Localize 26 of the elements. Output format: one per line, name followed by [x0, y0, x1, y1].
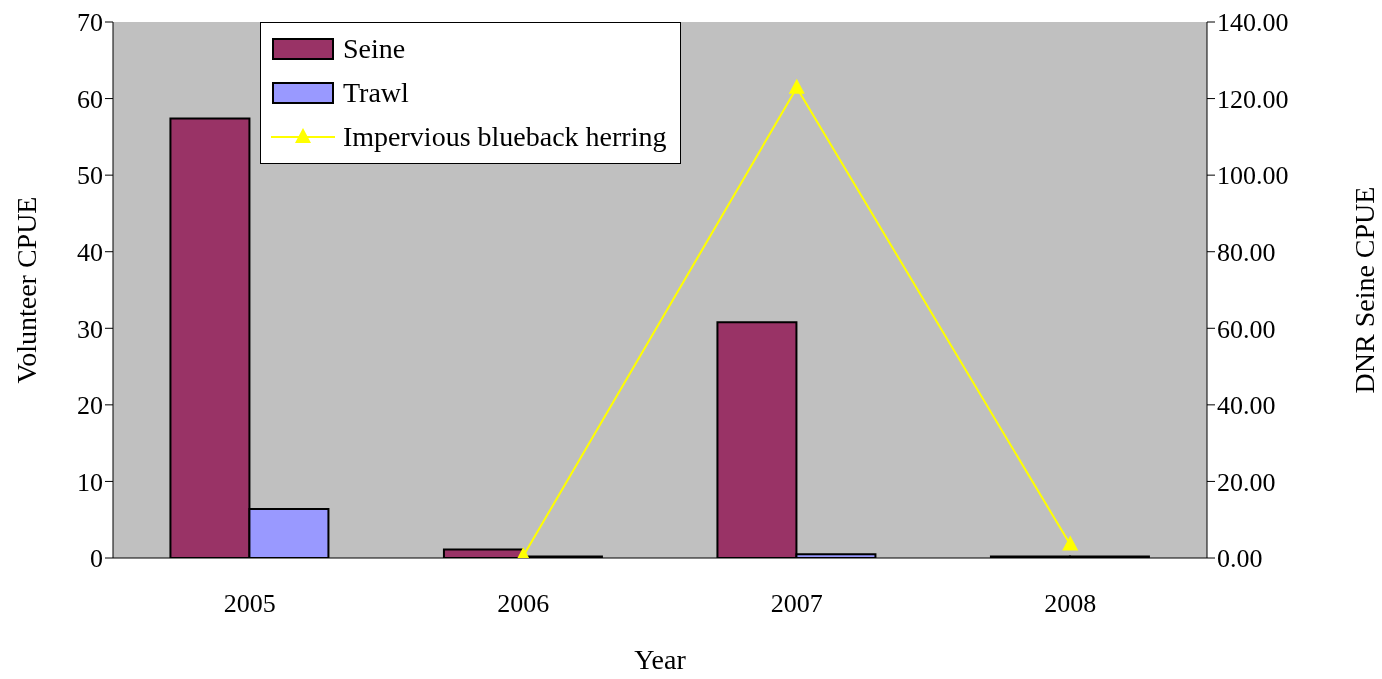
- y-tick-label: 20: [77, 391, 103, 421]
- x-tick-label: 2006: [497, 589, 550, 619]
- y2-tick-label: 100.00: [1217, 161, 1289, 191]
- x-tick-label: 2008: [1044, 589, 1097, 619]
- legend-label: Trawl: [343, 77, 409, 109]
- y-tick-label: 60: [77, 84, 103, 114]
- y-tick-label: 50: [77, 161, 103, 191]
- y2-tick-label: 0.00: [1217, 544, 1263, 574]
- y-tick-label: 0: [90, 544, 103, 574]
- y-tick-label: 70: [77, 8, 103, 38]
- y2-tick-label: 120.00: [1217, 84, 1289, 114]
- y-tick-label: 40: [77, 237, 103, 267]
- x-axis-title: Year: [634, 644, 687, 675]
- y-axis-title: Volunteer CPUE: [10, 196, 42, 384]
- x-tick-label: 2005: [223, 589, 276, 619]
- y2-axis-title: DNR Seine CPUE: [1348, 186, 1380, 394]
- y2-tick-label: 20.00: [1217, 467, 1276, 497]
- x-tick-label: 2007: [770, 589, 823, 619]
- y-tick-label: 30: [77, 314, 103, 344]
- legend-label: Impervious blueback herring: [343, 121, 667, 153]
- y2-tick-label: 40.00: [1217, 391, 1276, 421]
- y-tick-label: 10: [77, 467, 103, 497]
- y2-tick-label: 60.00: [1217, 314, 1276, 344]
- legend-label: Seine: [343, 33, 406, 65]
- y2-tick-label: 80.00: [1217, 237, 1276, 267]
- y2-tick-label: 140.00: [1217, 8, 1289, 38]
